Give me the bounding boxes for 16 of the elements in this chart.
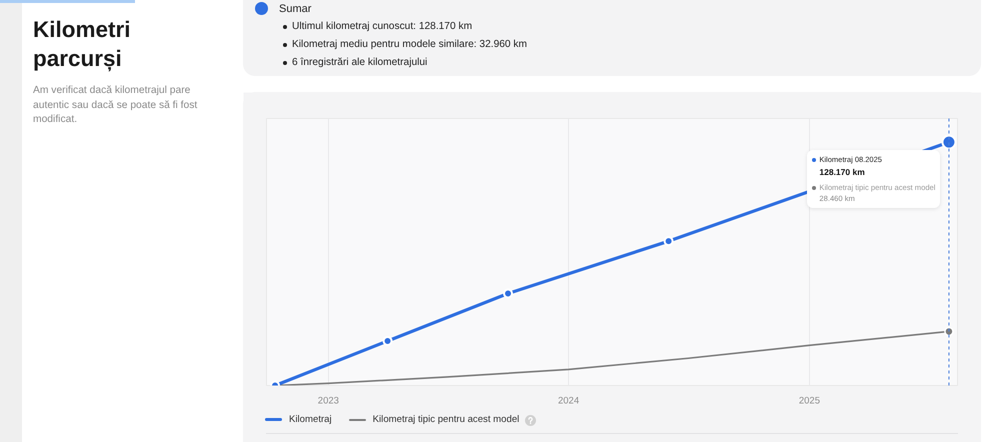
text: Ultimul kilometraj cunoscut: 128.170 km <box>292 20 472 34</box>
text: Kilometraj mediu pentru modele similare: 32.960 km <box>292 38 527 52</box>
x-tick-label: 2024 <box>558 396 580 406</box>
legend-label: Kilometraj <box>289 412 332 427</box>
legend-label: Kilometraj tipic pentru acest model <box>372 412 520 427</box>
point <box>382 336 393 346</box>
text: Kilometri parcurși <box>33 16 132 73</box>
text: 6 înregistrări ale kilometrajului <box>292 56 428 70</box>
point <box>944 326 954 336</box>
text: Am verificat dacă kilometrajul pare autentic sau dacă se poate să fi fost modificat. <box>33 84 198 127</box>
point <box>664 236 674 246</box>
x-tick-label: 2025 <box>798 396 820 406</box>
text: Sumar <box>279 2 312 16</box>
x-tick-label: 2023 <box>318 396 339 406</box>
point <box>503 288 514 298</box>
annotation: 128.170 km <box>819 166 865 178</box>
